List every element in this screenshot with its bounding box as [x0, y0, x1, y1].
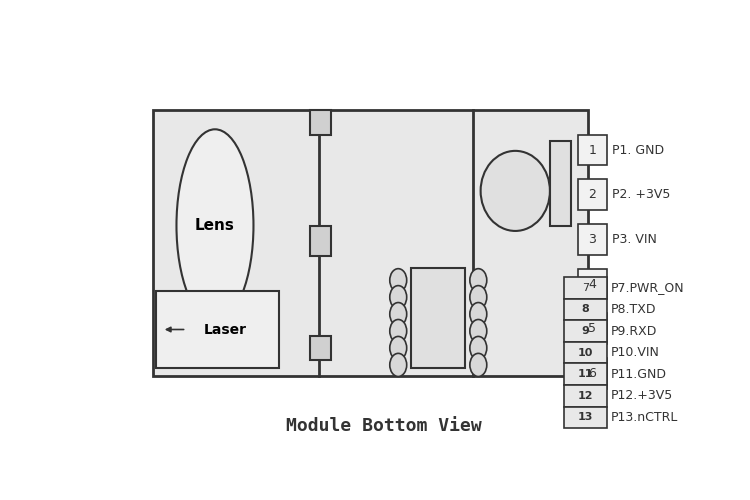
Text: P12.+3V5: P12.+3V5 — [610, 389, 673, 402]
Text: 9: 9 — [581, 326, 590, 336]
Ellipse shape — [176, 130, 254, 322]
Text: 11: 11 — [578, 369, 593, 379]
Text: 5: 5 — [588, 322, 596, 335]
Ellipse shape — [390, 286, 406, 308]
Bar — [578, 224, 607, 255]
Ellipse shape — [481, 151, 550, 231]
Bar — [153, 110, 589, 376]
Bar — [310, 110, 332, 134]
Text: P9.RXD: P9.RXD — [610, 324, 657, 338]
Ellipse shape — [390, 302, 406, 326]
Bar — [550, 141, 572, 226]
Bar — [564, 277, 607, 298]
Bar — [578, 134, 607, 166]
Bar — [564, 342, 607, 363]
Ellipse shape — [470, 302, 487, 326]
Text: 1: 1 — [588, 144, 596, 156]
Text: P10.VIN: P10.VIN — [610, 346, 660, 359]
Bar — [564, 385, 607, 406]
Bar — [564, 364, 607, 385]
Ellipse shape — [470, 320, 487, 342]
Bar — [578, 358, 607, 389]
Bar — [310, 226, 332, 256]
Ellipse shape — [470, 268, 487, 292]
Text: Lens: Lens — [195, 218, 235, 233]
Text: P13.nCTRL: P13.nCTRL — [610, 411, 678, 424]
Text: Module Bottom View: Module Bottom View — [286, 417, 482, 434]
Ellipse shape — [390, 268, 406, 292]
Ellipse shape — [470, 336, 487, 359]
Text: Laser: Laser — [203, 322, 247, 336]
Bar — [578, 314, 607, 344]
Bar — [564, 320, 607, 342]
Text: P11.GND: P11.GND — [610, 368, 667, 380]
Ellipse shape — [390, 320, 406, 342]
Text: P3. VIN: P3. VIN — [611, 233, 656, 246]
Ellipse shape — [470, 286, 487, 308]
Text: 6: 6 — [588, 367, 596, 380]
Text: P7.PWR_ON: P7.PWR_ON — [610, 282, 685, 294]
Text: 10: 10 — [578, 348, 593, 358]
Text: P8.TXD: P8.TXD — [610, 303, 656, 316]
Text: 4: 4 — [588, 278, 596, 290]
Bar — [578, 268, 607, 300]
Bar — [411, 268, 465, 368]
Bar — [156, 291, 279, 368]
Text: 12: 12 — [578, 390, 593, 400]
Bar — [578, 180, 607, 210]
Ellipse shape — [470, 354, 487, 376]
Ellipse shape — [390, 336, 406, 359]
Text: P1. GND: P1. GND — [611, 144, 664, 156]
Bar — [564, 298, 607, 320]
Text: P2. +3V5: P2. +3V5 — [611, 188, 670, 201]
Text: 8: 8 — [581, 304, 590, 314]
Text: 7: 7 — [582, 283, 589, 293]
Text: 13: 13 — [578, 412, 593, 422]
Bar — [564, 406, 607, 428]
Text: 3: 3 — [588, 233, 596, 246]
Text: 2: 2 — [588, 188, 596, 201]
Ellipse shape — [390, 354, 406, 376]
Bar — [310, 336, 332, 360]
